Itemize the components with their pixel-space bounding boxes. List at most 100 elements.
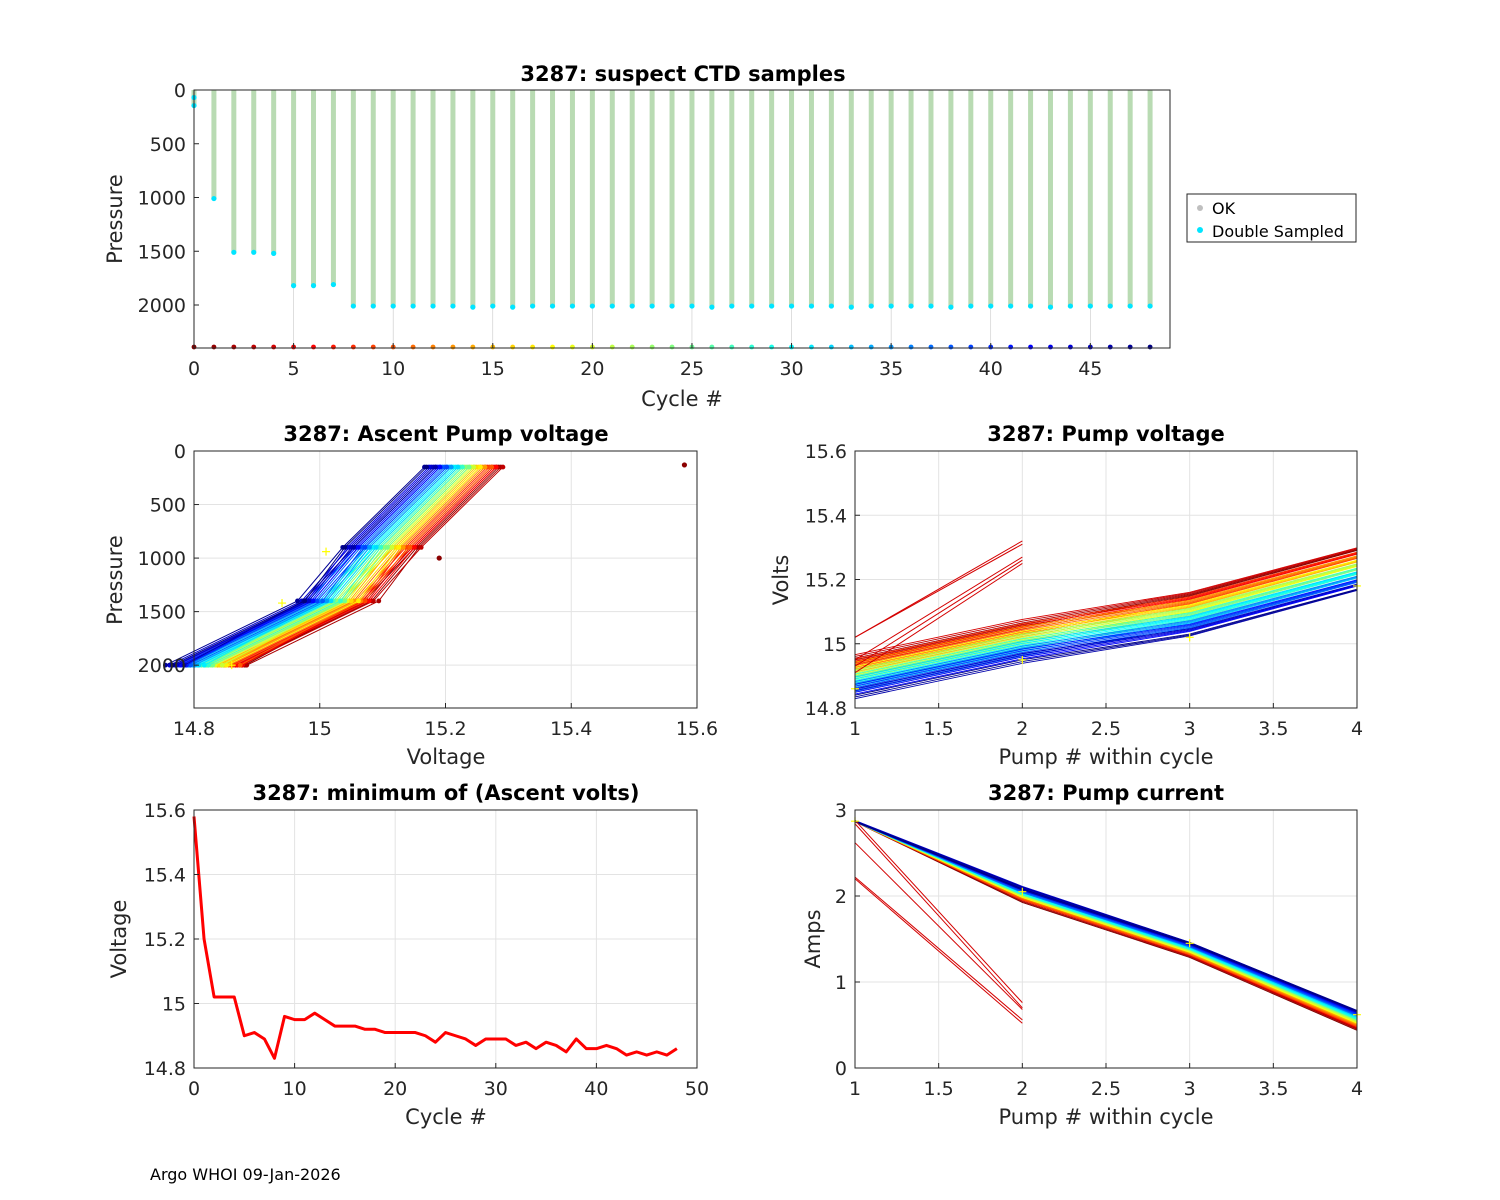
ascent-profile-point <box>181 662 187 668</box>
pump-current-line <box>854 821 1358 1019</box>
double-sampled-point <box>350 303 356 309</box>
x-axis-label: Voltage <box>407 745 486 769</box>
ascent-profile-point <box>170 662 176 668</box>
early-cycle-line <box>854 823 1023 1009</box>
x-tick-label: 45 <box>1078 358 1102 380</box>
y-tick-label: 1000 <box>138 548 186 570</box>
ascent-profile-point <box>371 598 376 604</box>
ascent-profile-point <box>418 544 424 550</box>
y-axis-ticks: 14.8 15 15.2 15.4 15.6 <box>144 800 199 1080</box>
legend-ok-label: OK <box>1212 199 1236 218</box>
y-tick-label: 15.6 <box>805 441 847 463</box>
cycle-color-marker <box>410 344 416 350</box>
cycle-color-marker <box>669 344 675 350</box>
pump-voltage-line <box>854 564 1358 674</box>
ascent-profile-point <box>302 598 308 604</box>
pump-voltage-line <box>854 548 1358 657</box>
x-tick-label: 1.5 <box>924 1078 954 1100</box>
data-marks <box>192 816 678 1060</box>
cycle-color-marker <box>928 344 934 350</box>
ascent-profile-line <box>183 466 436 666</box>
footer-credit: Argo WHOI 09-Jan-2026 <box>150 1165 341 1184</box>
x-axis-ticks: 0 10 20 30 40 50 <box>188 1063 709 1100</box>
cycle-color-marker <box>649 344 655 350</box>
double-sampled-point <box>749 303 755 309</box>
minimum-ascent-volts-chart: 3287: minimum of (Ascent volts) 0 10 20 30 4… <box>107 781 709 1129</box>
pump-voltage-line <box>854 579 1358 685</box>
x-tick-label: 15.4 <box>550 718 592 740</box>
y-tick-label: 2 <box>835 886 847 908</box>
pump-voltage-line <box>854 580 1358 687</box>
early-cycle-line <box>854 842 1023 1010</box>
double-sampled-point <box>1127 303 1133 309</box>
y-tick-label: 15.6 <box>144 800 186 822</box>
y-tick-label: 2000 <box>138 655 186 677</box>
minimum-volts-line <box>192 816 678 1060</box>
double-sampled-point <box>888 303 894 309</box>
pump-voltage-line <box>854 555 1358 663</box>
ascent-profile-point <box>376 598 382 604</box>
x-axis-label: Cycle # <box>405 1105 487 1129</box>
ascent-profile-line <box>228 466 484 666</box>
ascent-profile-point <box>201 662 207 668</box>
ascent-profile-point <box>489 464 495 470</box>
ascent-profile-line <box>186 466 439 666</box>
double-sampled-point <box>589 303 595 309</box>
ascent-profile-point <box>362 598 368 604</box>
ascent-profile-point <box>466 464 472 470</box>
pump-voltage-line <box>854 577 1358 686</box>
pump-current-line <box>854 821 1358 1031</box>
x-axis-ticks: 0 5 10 15 20 25 30 35 40 45 <box>188 343 1102 380</box>
ascent-profile-point <box>412 544 417 550</box>
cycle-color-marker <box>948 344 954 350</box>
cycle-color-marker <box>848 344 854 350</box>
double-sampled-point <box>788 303 795 309</box>
double-sampled-point <box>569 303 576 309</box>
double-sampled-point <box>251 249 257 255</box>
ascent-profile-line <box>210 466 466 666</box>
y-tick-label: 15 <box>162 994 186 1016</box>
double-sampled-point <box>848 304 854 310</box>
double-sampled-point <box>450 303 456 309</box>
y-tick-label: 0 <box>835 1058 847 1080</box>
cycle-color-marker <box>311 344 316 350</box>
double-sampled-point <box>470 304 476 310</box>
ascent-profile-point <box>478 464 483 470</box>
highlight-marker <box>1185 939 1194 948</box>
ascent-profile-line <box>194 466 452 666</box>
highlight-marker <box>1185 633 1194 642</box>
double-sampled-point <box>948 304 954 310</box>
pump-current-line <box>854 821 1358 1020</box>
y-axis-ticks: 0 1 2 3 <box>835 800 860 1080</box>
cycle-color-marker <box>709 344 715 350</box>
early-cycle-line <box>854 878 1023 1024</box>
cycle-color-marker <box>809 344 814 350</box>
x-axis-ticks: 1 1.5 2 2.5 3 3.5 4 <box>849 703 1363 740</box>
pump-voltage-line <box>854 589 1358 698</box>
early-cycle-line <box>854 559 1023 667</box>
data-marks <box>163 462 688 670</box>
pump-voltage-line <box>854 559 1358 668</box>
highlight-marker <box>227 661 236 670</box>
pump-voltage-line <box>854 552 1358 662</box>
ascent-profile-point <box>342 544 348 550</box>
suspect-ctd-chart: 3287: suspect CTD samples 0 5 10 15 20 25 30 35… <box>103 62 1357 411</box>
cycle-color-marker <box>1107 344 1113 350</box>
x-tick-label: 5 <box>288 358 300 380</box>
double-sampled-point <box>330 281 337 288</box>
double-sampled-point <box>669 303 675 309</box>
pump-current-line <box>854 821 1358 1023</box>
x-tick-label: 40 <box>584 1078 608 1100</box>
y-tick-label: 2000 <box>138 295 186 317</box>
ascent-profile-line <box>165 466 425 666</box>
cycle-color-marker <box>430 344 436 350</box>
legend-ok-marker <box>1197 205 1203 211</box>
pump-current-line <box>854 821 1358 1016</box>
x-tick-label: 2.5 <box>1091 718 1121 740</box>
pump-voltage-line <box>854 561 1358 671</box>
y-axis-label: Pressure <box>103 174 127 264</box>
ascent-profile-line <box>246 466 502 666</box>
ascent-profile-point <box>306 598 312 604</box>
ascent-profile-point <box>310 598 316 604</box>
